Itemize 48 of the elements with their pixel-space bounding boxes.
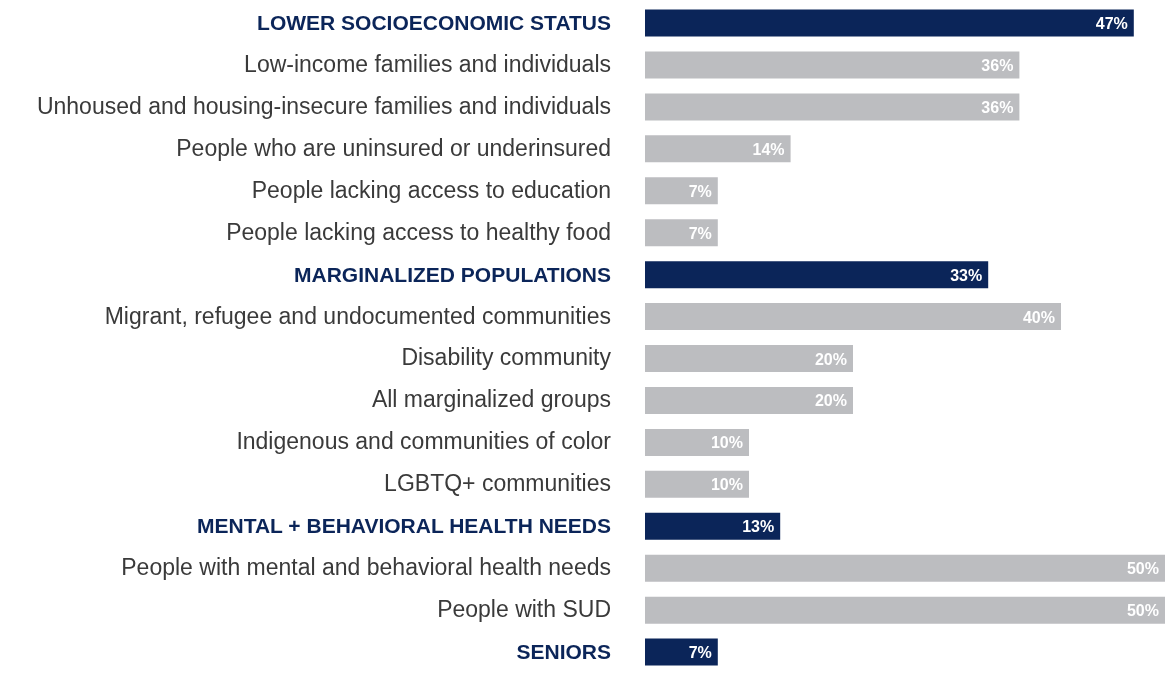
- data-label: 40%: [1022, 308, 1055, 326]
- data-label: 7%: [688, 224, 712, 242]
- bar: [645, 177, 718, 205]
- data-label: 33%: [950, 266, 983, 284]
- data-label: 10%: [710, 434, 743, 452]
- y-tick-label: Unhoused and housing-insecure families and individuals: [36, 92, 611, 119]
- data-label: 47%: [1095, 15, 1128, 33]
- data-label: 13%: [742, 518, 775, 536]
- bar: [645, 470, 749, 498]
- data-label: 36%: [981, 56, 1014, 74]
- y-tick-label: People lacking access to healthy food: [226, 218, 611, 245]
- y-tick-label: Low-income families and individuals: [244, 50, 611, 77]
- data-label: 50%: [1126, 602, 1159, 620]
- y-tick-label: SENIORS: [516, 640, 611, 664]
- data-label: 14%: [752, 140, 785, 158]
- y-tick-label: People with mental and behavioral health needs: [121, 554, 611, 581]
- bar: [645, 9, 1134, 37]
- bar: [645, 135, 791, 163]
- data-label: 36%: [981, 98, 1014, 116]
- data-label: 10%: [710, 476, 743, 494]
- y-tick-label: LGBTQ+ communities: [384, 470, 611, 497]
- data-label: 7%: [688, 644, 712, 662]
- y-tick-label: All marginalized groups: [371, 386, 611, 413]
- bar: [645, 386, 853, 414]
- bar: [645, 638, 718, 666]
- bar: [645, 93, 1020, 121]
- bar: [645, 261, 989, 289]
- bar: [645, 303, 1061, 331]
- data-label: 20%: [814, 392, 847, 410]
- y-tick-label: LOWER SOCIOECONOMIC STATUS: [257, 10, 611, 34]
- bar: [645, 51, 1020, 79]
- y-tick-label: Indigenous and communities of color: [236, 428, 612, 455]
- bar: [645, 345, 853, 373]
- y-tick-label: Migrant, refugee and undocumented communities: [104, 302, 611, 329]
- y-tick-label: People with SUD: [437, 596, 611, 623]
- y-tick-label: MENTAL + BEHAVIORAL HEALTH NEEDS: [196, 514, 611, 538]
- y-tick-label: People lacking access to education: [251, 176, 611, 203]
- bar: [645, 219, 718, 247]
- data-label: 50%: [1126, 560, 1159, 578]
- y-tick-label: Disability community: [401, 344, 612, 371]
- y-tick-label: MARGINALIZED POPULATIONS: [294, 262, 611, 286]
- data-label: 20%: [814, 350, 847, 368]
- data-label: 7%: [688, 182, 712, 200]
- bar: [645, 428, 749, 456]
- y-tick-label: People who are uninsured or underinsured: [176, 134, 611, 161]
- bar: [645, 596, 1165, 624]
- bar: [645, 512, 781, 540]
- bar: [645, 554, 1165, 582]
